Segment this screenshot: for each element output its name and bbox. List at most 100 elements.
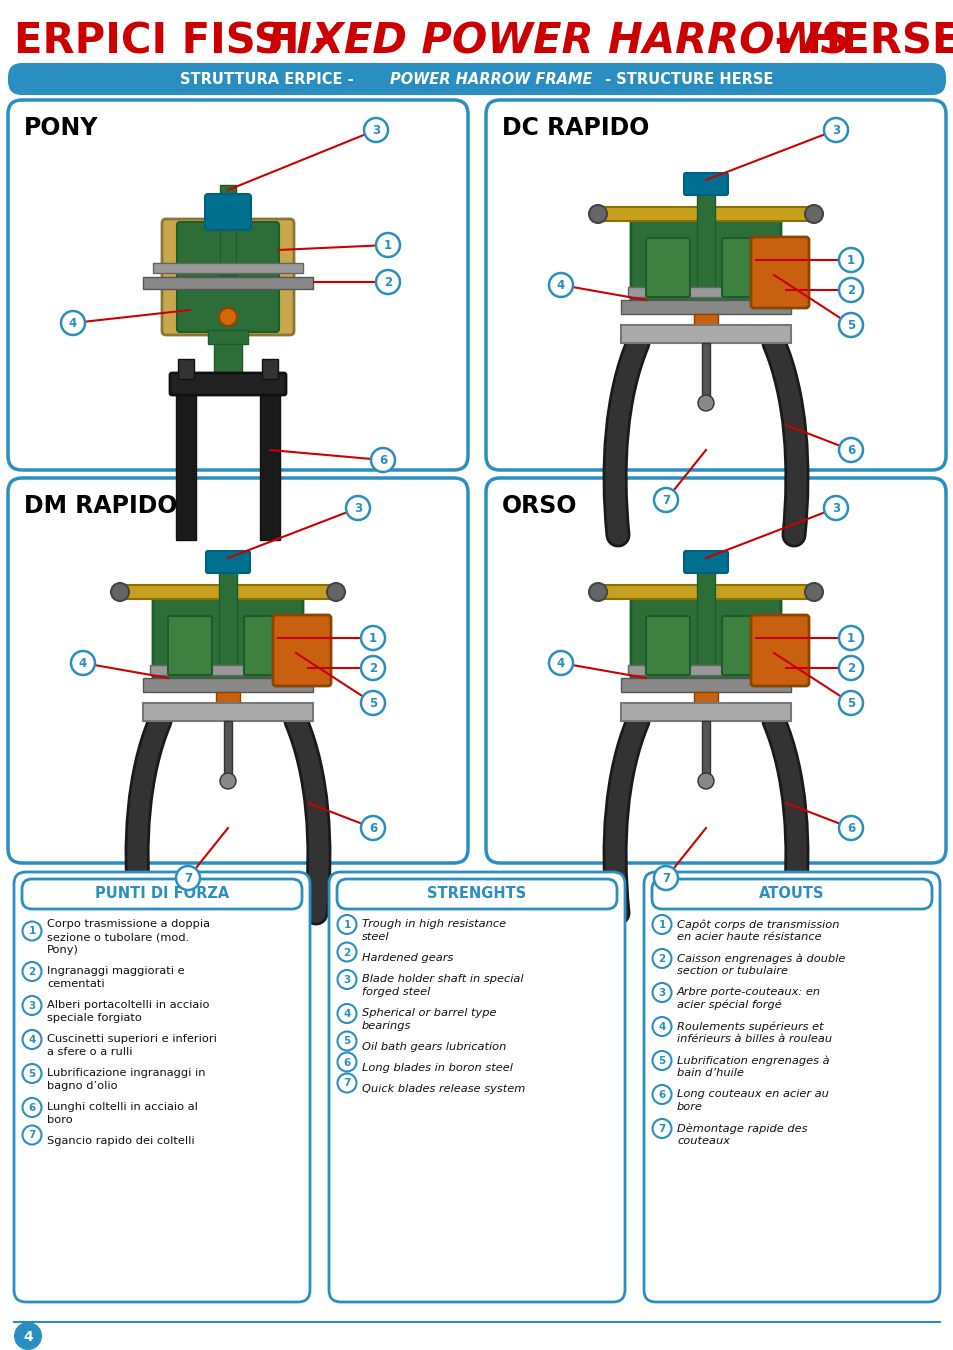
Circle shape xyxy=(364,117,388,142)
FancyBboxPatch shape xyxy=(750,616,808,686)
Circle shape xyxy=(23,922,42,941)
Text: speciale forgiato: speciale forgiato xyxy=(47,1012,142,1023)
Text: Sgancio rapido dei coltelli: Sgancio rapido dei coltelli xyxy=(47,1135,194,1146)
Text: 5: 5 xyxy=(846,319,854,332)
Bar xyxy=(118,585,337,599)
Text: 7: 7 xyxy=(658,1125,665,1134)
FancyBboxPatch shape xyxy=(273,616,331,686)
Bar xyxy=(178,359,193,379)
Text: 1: 1 xyxy=(343,919,351,930)
Circle shape xyxy=(360,626,385,649)
Circle shape xyxy=(337,1053,356,1072)
FancyBboxPatch shape xyxy=(168,616,212,675)
Circle shape xyxy=(360,691,385,716)
FancyBboxPatch shape xyxy=(683,551,727,572)
Text: STRUTTURA ERPICE -: STRUTTURA ERPICE - xyxy=(180,72,358,86)
Circle shape xyxy=(327,583,345,601)
Circle shape xyxy=(23,1098,42,1116)
Text: 2: 2 xyxy=(29,967,35,977)
Bar xyxy=(620,703,790,721)
Circle shape xyxy=(337,971,356,990)
Bar xyxy=(224,721,232,782)
Bar xyxy=(596,207,815,221)
Circle shape xyxy=(698,396,713,410)
Text: 2: 2 xyxy=(846,284,854,297)
Text: Lunghi coltelli in acciaio al: Lunghi coltelli in acciaio al xyxy=(47,1102,197,1112)
FancyBboxPatch shape xyxy=(22,879,302,909)
Text: PUNTI DI FORZA: PUNTI DI FORZA xyxy=(94,887,229,902)
Circle shape xyxy=(823,495,847,520)
Text: 4: 4 xyxy=(557,279,564,292)
Circle shape xyxy=(588,205,606,223)
Bar xyxy=(143,703,313,721)
Text: 4: 4 xyxy=(69,317,77,329)
Bar xyxy=(620,325,790,343)
Bar xyxy=(697,188,714,292)
FancyBboxPatch shape xyxy=(152,590,303,691)
Text: 2: 2 xyxy=(846,662,854,675)
Bar xyxy=(627,666,783,675)
Text: 1: 1 xyxy=(369,632,376,645)
Text: ATOUTS: ATOUTS xyxy=(759,887,824,902)
Text: Lubrification engrenages à: Lubrification engrenages à xyxy=(677,1054,829,1065)
Circle shape xyxy=(337,1004,356,1023)
Circle shape xyxy=(71,651,95,675)
Circle shape xyxy=(337,915,356,934)
Text: cementati: cementati xyxy=(47,979,105,990)
Circle shape xyxy=(360,656,385,680)
Bar xyxy=(693,315,718,328)
Circle shape xyxy=(175,865,200,890)
Text: DM RAPIDO: DM RAPIDO xyxy=(24,494,177,518)
Text: Ingranaggi maggiorati e: Ingranaggi maggiorati e xyxy=(47,967,185,976)
Bar xyxy=(701,343,709,404)
Bar xyxy=(620,678,790,693)
Text: Corpo trasmissione a doppia: Corpo trasmissione a doppia xyxy=(47,919,210,929)
Text: 5: 5 xyxy=(846,697,854,710)
Text: - HERSES: - HERSES xyxy=(760,22,953,63)
Bar xyxy=(697,566,714,670)
Bar xyxy=(220,185,235,275)
Circle shape xyxy=(111,583,129,601)
Circle shape xyxy=(838,815,862,840)
Text: Arbre porte-couteaux: en: Arbre porte-couteaux: en xyxy=(677,987,821,998)
Bar xyxy=(175,379,195,540)
Circle shape xyxy=(652,1052,671,1071)
Text: 5: 5 xyxy=(343,1037,351,1046)
Text: couteaux: couteaux xyxy=(677,1135,729,1146)
Bar xyxy=(0,0,953,59)
Circle shape xyxy=(23,1126,42,1145)
Circle shape xyxy=(804,583,822,601)
Text: STRENGHTS: STRENGHTS xyxy=(427,887,526,902)
Text: 2: 2 xyxy=(383,275,392,289)
Text: 5: 5 xyxy=(369,697,376,710)
Text: bore: bore xyxy=(677,1102,702,1112)
Text: Cuscinetti superiori e inferiori: Cuscinetti superiori e inferiori xyxy=(47,1034,216,1044)
Circle shape xyxy=(375,270,399,294)
Text: 1: 1 xyxy=(29,926,35,937)
Bar xyxy=(143,277,313,289)
FancyBboxPatch shape xyxy=(8,478,468,863)
Text: Quick blades release system: Quick blades release system xyxy=(361,1084,525,1094)
Bar xyxy=(262,359,277,379)
Text: 7: 7 xyxy=(29,1130,35,1141)
FancyBboxPatch shape xyxy=(645,616,689,675)
Circle shape xyxy=(23,1064,42,1083)
Text: forged steel: forged steel xyxy=(361,987,430,998)
Circle shape xyxy=(838,691,862,716)
Text: boro: boro xyxy=(47,1115,72,1125)
FancyBboxPatch shape xyxy=(8,63,945,95)
Text: 4: 4 xyxy=(79,657,87,670)
Circle shape xyxy=(23,996,42,1015)
FancyBboxPatch shape xyxy=(485,478,945,863)
Text: Oil bath gears lubrication: Oil bath gears lubrication xyxy=(361,1042,506,1052)
Text: inférieurs à billes à rouleau: inférieurs à billes à rouleau xyxy=(677,1034,831,1044)
Text: 7: 7 xyxy=(343,1079,351,1088)
Text: 3: 3 xyxy=(343,975,351,985)
Text: 1: 1 xyxy=(846,254,854,267)
Circle shape xyxy=(838,278,862,302)
Text: Lubrificazione ingranaggi in: Lubrificazione ingranaggi in xyxy=(47,1068,205,1079)
Text: 4: 4 xyxy=(557,657,564,670)
Text: ERPICI FISSI -: ERPICI FISSI - xyxy=(14,22,345,63)
Circle shape xyxy=(652,1017,671,1035)
FancyBboxPatch shape xyxy=(630,212,781,313)
